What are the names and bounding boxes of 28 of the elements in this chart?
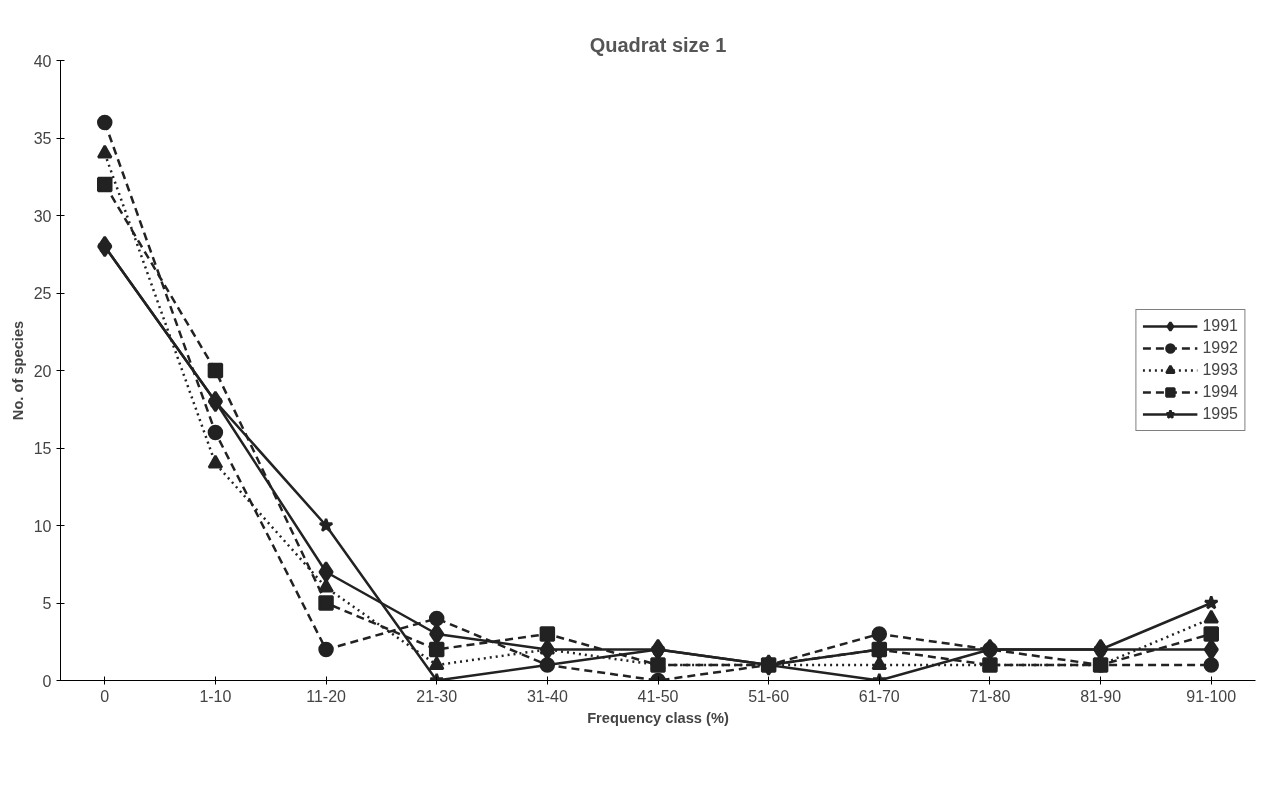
y-tick-label: 30 <box>33 207 52 225</box>
x-tick-label: 0 <box>100 687 110 705</box>
x-tick-label: 41-50 <box>637 687 679 705</box>
y-tick-label: 15 <box>33 440 52 457</box>
x-tick-label: 61-70 <box>858 687 900 705</box>
x-tick-label: 91-100 <box>1186 687 1237 705</box>
x-tick-label: 11-20 <box>306 687 347 705</box>
legend-label: 1991 <box>1202 317 1238 335</box>
y-tick-label: 20 <box>33 362 52 380</box>
y-tick-label: 10 <box>33 517 52 535</box>
x-tick-label: 51-60 <box>748 687 790 705</box>
y-tick-label: 40 <box>33 52 52 70</box>
legend-label: 1992 <box>1202 339 1238 357</box>
y-tick-label: 35 <box>33 130 52 147</box>
legend-label: 1994 <box>1202 383 1238 401</box>
x-tick-label: 21-30 <box>416 687 458 705</box>
y-tick-label: 0 <box>42 672 52 690</box>
y-tick-label: 5 <box>42 595 52 612</box>
y-tick-label: 25 <box>33 285 52 302</box>
x-tick-label: 71-80 <box>969 687 1011 705</box>
chart-title: Quadrat size 1 <box>589 33 727 56</box>
x-tick-label: 31-40 <box>526 687 568 705</box>
x-axis-title: Frequency class (%) <box>587 709 729 726</box>
x-tick-label: 81-90 <box>1080 687 1122 705</box>
legend-label: 1995 <box>1202 405 1238 423</box>
legend-label: 1993 <box>1202 361 1238 379</box>
y-axis-title: No. of species <box>9 320 26 421</box>
x-tick-label: 1-10 <box>199 687 232 705</box>
